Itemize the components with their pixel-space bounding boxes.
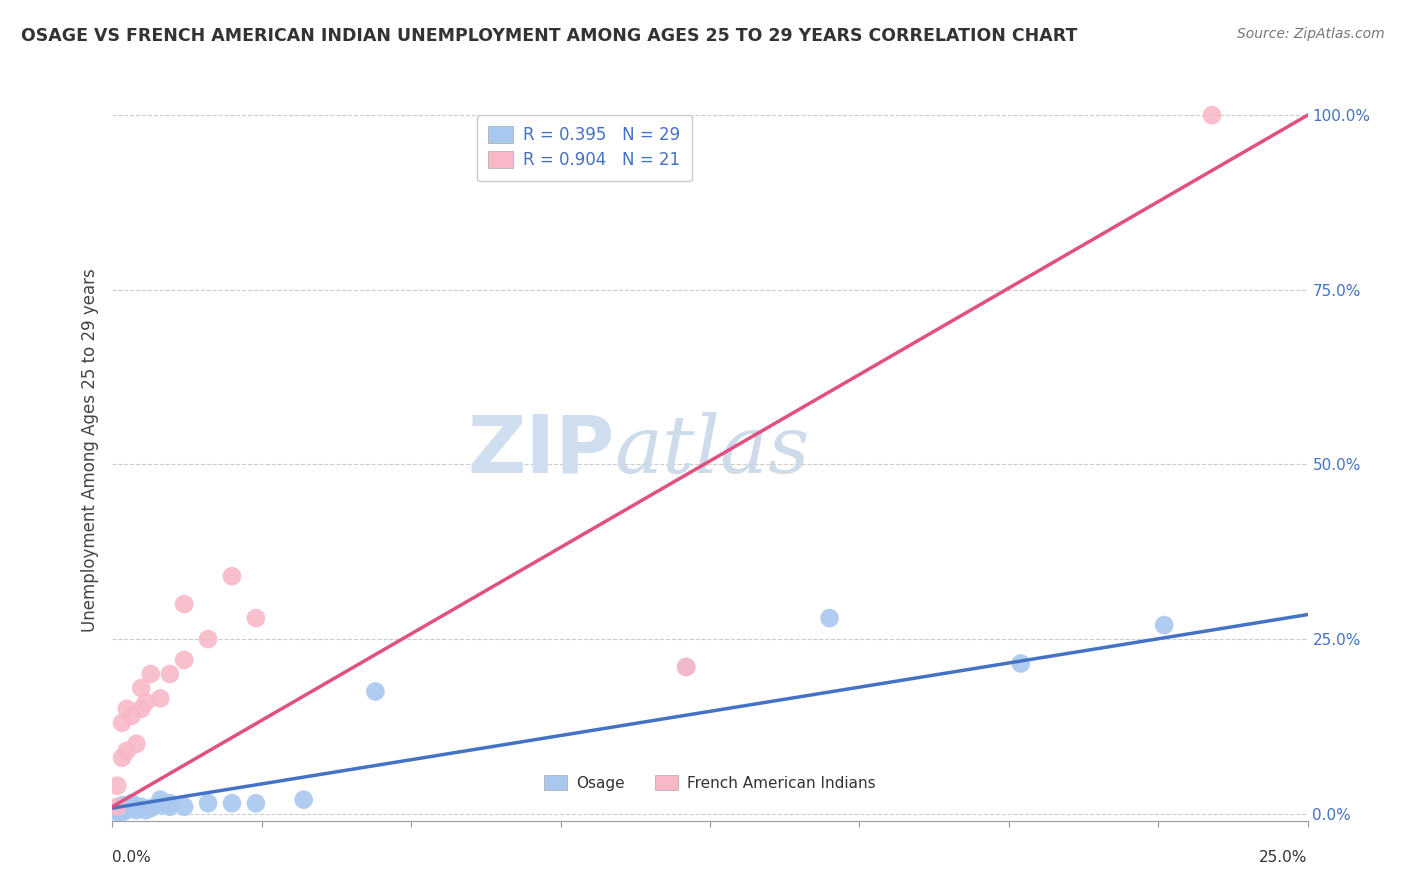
Point: [115, 744, 138, 758]
Point: [173, 597, 195, 611]
Point: [129, 681, 152, 695]
Point: [105, 805, 128, 820]
Point: [111, 798, 134, 813]
Point: [1010, 657, 1032, 671]
Point: [245, 796, 267, 810]
Point: [111, 751, 134, 765]
Point: [139, 801, 162, 815]
Point: [221, 569, 243, 583]
Point: [135, 803, 157, 817]
Point: [129, 799, 152, 814]
Text: 25.0%: 25.0%: [1260, 850, 1308, 865]
Point: [121, 709, 143, 723]
Point: [159, 667, 181, 681]
Point: [105, 799, 128, 814]
Point: [125, 803, 148, 817]
Point: [1153, 618, 1175, 632]
Point: [125, 799, 148, 814]
Text: Source: ZipAtlas.com: Source: ZipAtlas.com: [1237, 27, 1385, 41]
Point: [115, 803, 138, 817]
Point: [173, 653, 195, 667]
Point: [121, 801, 143, 815]
Point: [115, 702, 138, 716]
Point: [221, 796, 243, 810]
Point: [675, 660, 697, 674]
Point: [111, 805, 134, 820]
Point: [245, 611, 267, 625]
Point: [149, 793, 172, 807]
Y-axis label: Unemployment Among Ages 25 to 29 years: Unemployment Among Ages 25 to 29 years: [80, 268, 98, 632]
Point: [675, 660, 697, 674]
Point: [115, 799, 138, 814]
Point: [364, 684, 387, 698]
Point: [159, 796, 181, 810]
Point: [1201, 108, 1223, 122]
Point: [111, 801, 134, 815]
Point: [197, 796, 219, 810]
Point: [105, 802, 128, 816]
Point: [135, 695, 157, 709]
Point: [197, 632, 219, 646]
Text: ZIP: ZIP: [467, 411, 614, 490]
Point: [149, 798, 172, 813]
Point: [125, 737, 148, 751]
Point: [159, 799, 181, 814]
Point: [105, 779, 128, 793]
Point: [139, 667, 162, 681]
Point: [129, 702, 152, 716]
Point: [105, 804, 128, 818]
Text: OSAGE VS FRENCH AMERICAN INDIAN UNEMPLOYMENT AMONG AGES 25 TO 29 YEARS CORRELATI: OSAGE VS FRENCH AMERICAN INDIAN UNEMPLOY…: [21, 27, 1077, 45]
Point: [111, 715, 134, 730]
Point: [121, 796, 143, 810]
Text: atlas: atlas: [614, 412, 810, 489]
Point: [292, 793, 315, 807]
Point: [818, 611, 841, 625]
Point: [173, 799, 195, 814]
Legend: Osage, French American Indians: Osage, French American Indians: [538, 769, 882, 797]
Point: [149, 691, 172, 706]
Text: 0.0%: 0.0%: [112, 850, 152, 865]
